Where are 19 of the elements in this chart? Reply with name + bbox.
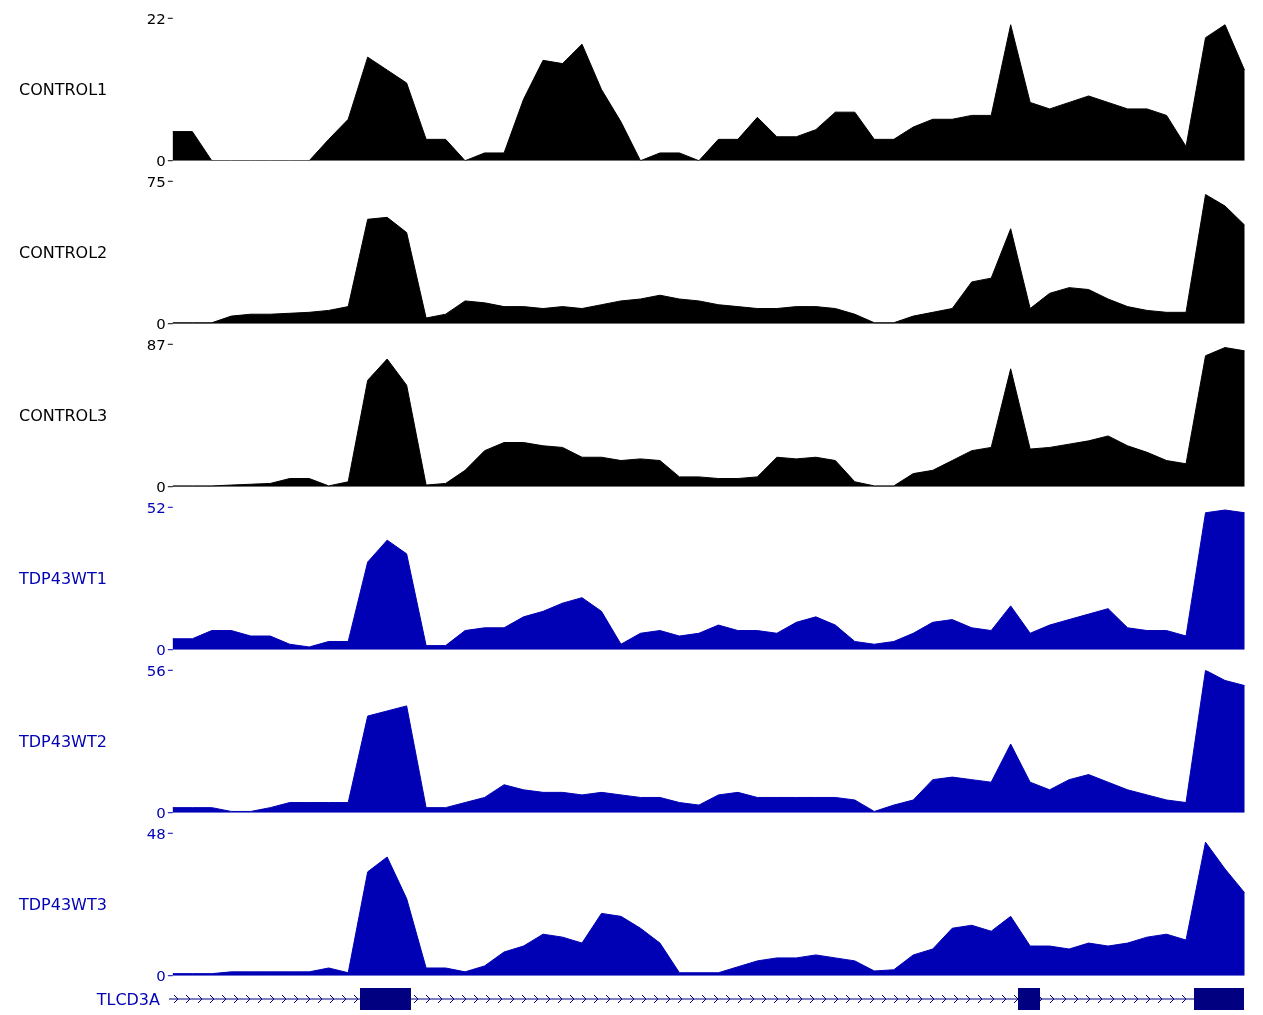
y-tick-label: 0 [155,641,166,660]
y-axis-title: TDP43WT1 [18,568,108,590]
y-tick-label: 75 [146,172,166,191]
y-tick-label: 22 [146,9,166,28]
text: TLCD3A [96,989,160,1009]
y-axis-title: CONTROL3 [18,405,109,427]
y-axis-title: TDP43WT3 [18,894,108,916]
y-tick-label: 0 [155,152,166,171]
y-tick-label: 0 [155,967,166,986]
y-tick-label: 48 [146,824,166,843]
y-axis-title: CONTROL2 [18,242,109,264]
y-tick-label: 87 [146,335,166,354]
y-tick-label: 0 [155,315,166,334]
y-tick-label: 56 [146,661,166,680]
y-tick-label: 52 [146,498,166,517]
y-tick-label: 0 [155,804,166,823]
y-axis-title: CONTROL1 [18,79,109,101]
y-axis-title: TDP43WT2 [18,731,108,753]
y-tick-label: 0 [155,478,166,497]
